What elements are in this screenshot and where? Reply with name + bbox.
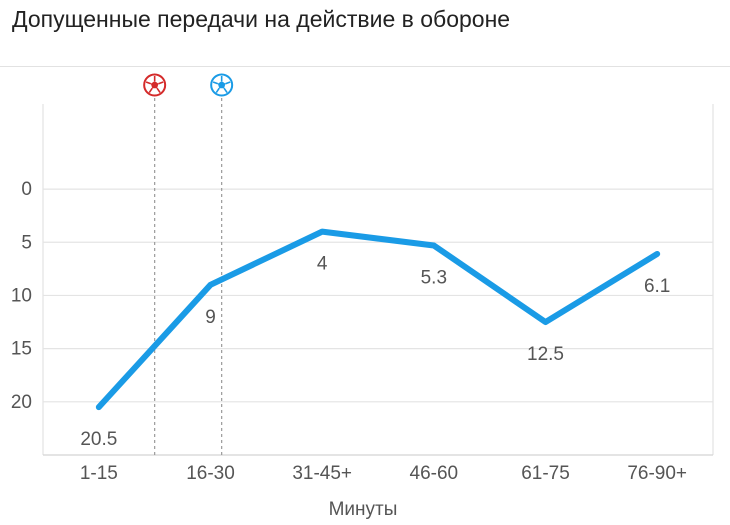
soccer-ball-red-icon: [143, 73, 167, 97]
data-label-2: 9: [205, 307, 216, 328]
x-tick-1: 1-15: [80, 463, 118, 484]
y-tick-10: 10: [11, 285, 32, 306]
y-tick-5: 5: [21, 232, 32, 253]
chart-title: Допущенные передачи на действие в оборон…: [12, 6, 511, 32]
soccer-ball-blue-icon: [210, 73, 234, 97]
title-divider: [0, 66, 730, 67]
data-label-4: 5.3: [421, 267, 447, 288]
x-axis-ticks: 1-15 16-30 31-45+ 46-60 61-75 76-90+: [80, 463, 687, 484]
y-tick-0: 0: [21, 179, 32, 200]
y-axis-ticks: 0 5 10 15 20: [11, 179, 32, 413]
data-labels: 20.5 9 4 5.3 12.5 6.1: [80, 254, 670, 451]
x-tick-4: 46-60: [410, 463, 459, 484]
x-tick-5: 61-75: [521, 463, 570, 484]
x-tick-6: 76-90+: [627, 463, 687, 484]
series-line-1: [95, 228, 661, 411]
data-label-5: 12.5: [527, 344, 564, 365]
x-tick-3: 31-45+: [292, 463, 352, 484]
event-markers: [143, 73, 234, 455]
x-tick-2: 16-30: [186, 463, 235, 484]
data-label-1: 20.5: [80, 429, 117, 450]
data-label-6: 6.1: [644, 276, 670, 297]
y-tick-15: 15: [11, 339, 32, 360]
y-tick-20: 20: [11, 392, 32, 413]
data-label-3: 4: [317, 254, 328, 275]
x-axis-label: Минуты: [329, 499, 398, 520]
grid-lines: [43, 188, 713, 403]
series-line-group: [95, 228, 661, 411]
